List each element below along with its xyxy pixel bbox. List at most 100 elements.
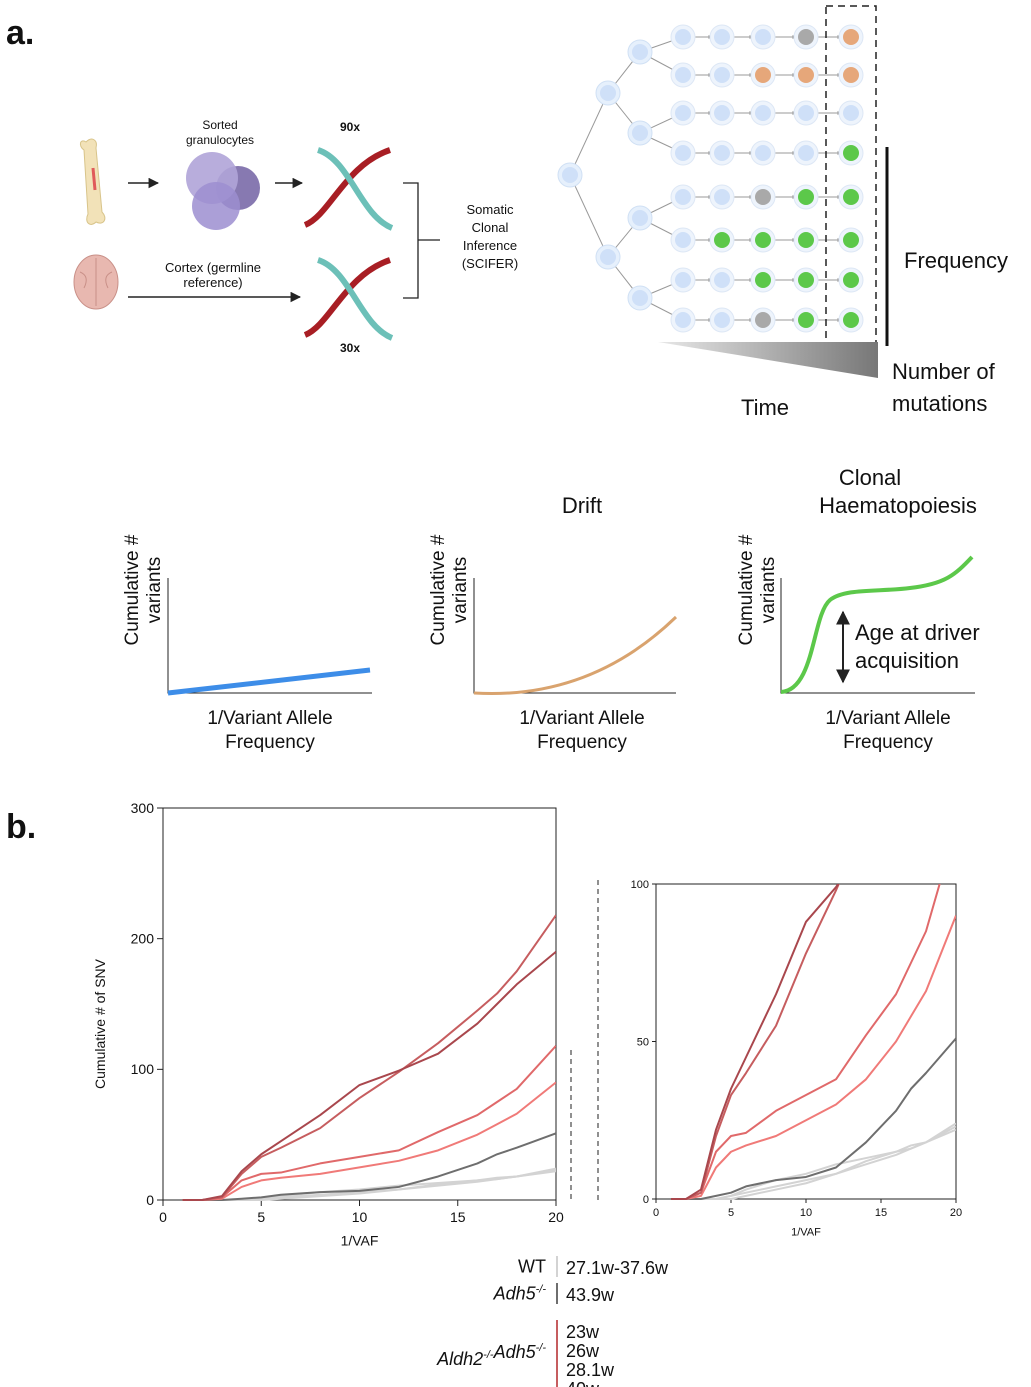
cell-core [714,232,730,248]
x-tick-label: 15 [450,1209,466,1225]
legend-label: 40w [566,1379,600,1387]
cell-core [675,105,691,121]
x-axis-label: 1/VAF [791,1226,821,1238]
x-tick-label: 10 [800,1207,812,1219]
series-line [182,950,556,1201]
cell-core [843,29,859,45]
cell-core [600,85,616,101]
y-tick-label: 300 [131,800,155,816]
label: granulocytes [186,133,254,147]
series-line [671,884,840,1200]
bone-icon [79,138,106,225]
cell-core [843,189,859,205]
cell-core [675,312,691,328]
cell-core [714,29,730,45]
genotype-text: Adh5 [493,1284,537,1304]
label: (SCIFER) [462,256,518,271]
dashed-box [825,5,877,351]
cell-core [843,312,859,328]
x-tick-label: 20 [950,1207,962,1219]
tree-edge [569,174,609,258]
cell-core [798,67,814,83]
cell-core [632,44,648,60]
cell-core [562,167,578,183]
cell-core [675,189,691,205]
cell-core [843,145,859,161]
cell-core [675,232,691,248]
label: Age at driver [855,620,980,645]
genotype-text: Adh5 [493,1342,537,1362]
x-tick-label: 20 [548,1209,564,1225]
label: Frequency [537,732,627,753]
series-line [182,914,556,1201]
cell-core [714,189,730,205]
cell-core [843,105,859,121]
cell-core [675,29,691,45]
cell-core [632,290,648,306]
label: 30x [340,341,360,355]
cell-core [632,210,648,226]
x-tick-label: 0 [159,1209,167,1225]
dna-icon [303,147,394,341]
y-axis-label: Cumulative # of SNV [92,958,108,1089]
legend-genotype: Aldh2-/-Adh5-/- [436,1342,546,1369]
cell-core [675,272,691,288]
legend-label: 43.9w [566,1285,615,1305]
series-line [182,1167,556,1201]
label: 1/Variant Allele [825,708,950,729]
cell-core [714,105,730,121]
genotype-text: Aldh2 [436,1349,483,1369]
label: Cumulative # [428,534,449,645]
series-line [671,884,840,1200]
cell-core [843,232,859,248]
genotype-sup: -/- [483,1349,494,1361]
cell-core [843,67,859,83]
genotype-sup: -/- [536,1342,547,1354]
label: mutations [892,391,987,416]
legend-label: 28.1w [566,1360,615,1380]
x-tick-label: 10 [352,1209,368,1225]
cell-core [755,232,771,248]
label: 1/Variant Allele [519,708,644,729]
label: reference) [183,275,242,290]
genotype-sup: -/- [536,1284,547,1296]
sketch-neutral: Cumulative # variants 1/Variant Allele F… [122,534,372,753]
label: Haematopoiesis [819,493,977,518]
cells-icon [186,152,260,230]
cell-core [798,272,814,288]
x-tick-label: 15 [875,1207,887,1219]
cell-core [675,145,691,161]
cell-core [755,67,771,83]
cell-core [714,312,730,328]
lineage-tree [557,24,864,333]
label: Somatic [467,202,514,217]
label: Sorted [202,118,237,132]
label: Cumulative # [736,534,757,645]
label: 90x [340,120,360,134]
label: 1/Variant Allele [207,708,332,729]
cell-core [755,29,771,45]
label: Cortex (germline [165,260,261,275]
legend-genotype: Adh5-/- [493,1284,547,1304]
x-tick-label: 0 [653,1207,659,1219]
cell-core [714,272,730,288]
cell-core [675,67,691,83]
series-line [671,915,956,1200]
label: Clonal [839,465,901,490]
legend-label: 23w [566,1322,600,1342]
label: variants [450,557,471,624]
label: Time [741,395,789,420]
cell-core [714,145,730,161]
cell-core [755,105,771,121]
label: variants [758,557,779,624]
series-line [182,1081,556,1201]
label: Drift [562,493,602,518]
cell-core [798,145,814,161]
y-tick-label: 100 [131,1061,155,1077]
label: Cumulative # [122,534,143,645]
label: Clonal [472,220,509,235]
legend-genotype: WT [518,1257,546,1277]
x-tick-label: 5 [728,1207,734,1219]
y-tick-label: 0 [643,1194,649,1206]
